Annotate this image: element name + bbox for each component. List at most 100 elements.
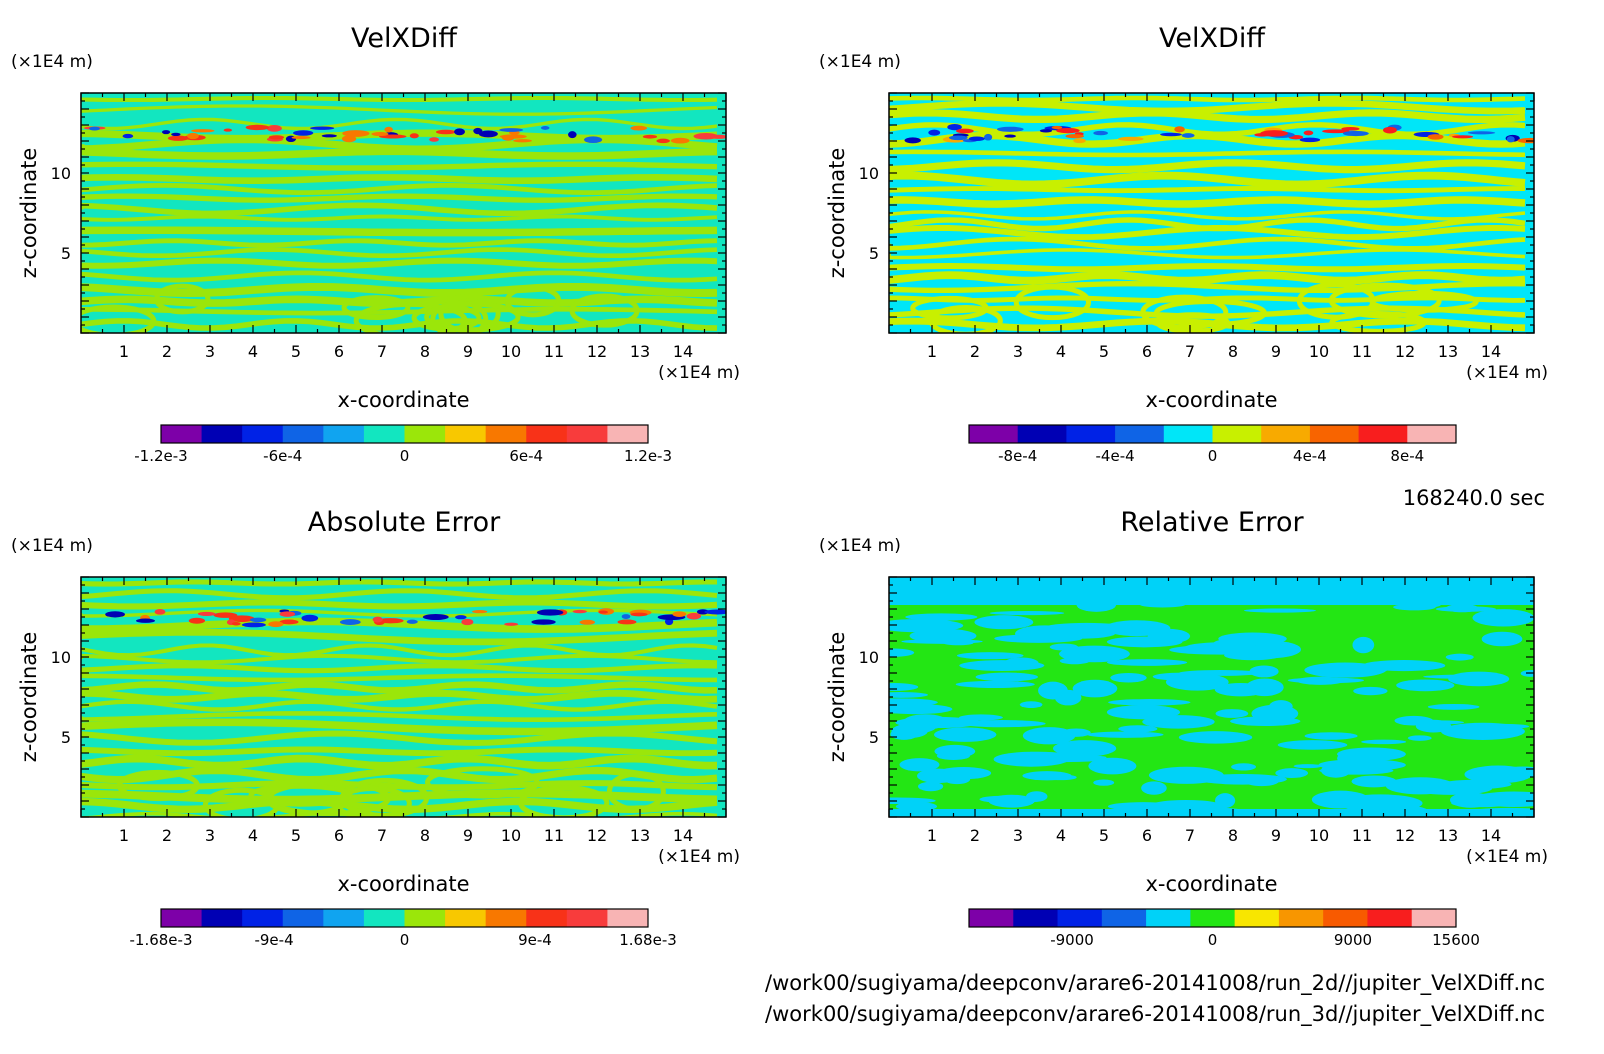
contour-extreme xyxy=(188,617,206,624)
contour-field xyxy=(81,93,726,333)
x-tick-label: 3 xyxy=(205,342,215,361)
x-tick-label: 10 xyxy=(501,826,521,845)
x-tick-label: 11 xyxy=(1352,342,1372,361)
contour-extreme xyxy=(279,611,296,617)
x-tick-label: 10 xyxy=(501,342,521,361)
contour-region xyxy=(1215,709,1249,718)
x-tick-label: 6 xyxy=(334,342,344,361)
contour-band xyxy=(81,780,718,791)
contour-region xyxy=(1311,790,1370,809)
contour-region xyxy=(1435,606,1496,612)
x-tick-label: 14 xyxy=(1481,342,1501,361)
contour-band xyxy=(81,599,718,610)
contour-extreme xyxy=(429,137,440,142)
contour-extreme xyxy=(670,137,690,144)
contour-extreme xyxy=(162,130,171,135)
contour-extreme xyxy=(536,609,564,616)
contour-region xyxy=(1178,731,1253,744)
contour-band xyxy=(81,653,718,665)
contour-extreme xyxy=(1118,136,1144,142)
contour-ring xyxy=(424,766,540,799)
contour-region xyxy=(1019,701,1043,709)
contour-band xyxy=(81,317,718,331)
colorbar-tick-label: 8e-4 xyxy=(1390,447,1424,465)
y-tick-label: 5 xyxy=(61,244,71,263)
chart-panel-4: Relative Error(×1E4 m)(×1E4 m)1 2 3 4 5 6 7 8 9 1… xyxy=(819,507,1548,949)
y-tick-label: 10 xyxy=(859,648,879,667)
colorbar-tick-label: -4e-4 xyxy=(1096,447,1135,465)
contour-extreme xyxy=(531,619,556,625)
contour-extreme xyxy=(1260,130,1288,137)
contour-region xyxy=(1396,679,1455,692)
x-tick-label: 8 xyxy=(1228,826,1238,845)
contour-region xyxy=(889,619,964,633)
contour-extreme xyxy=(1382,126,1397,134)
x-tick-label: 2 xyxy=(970,826,980,845)
contour-region xyxy=(934,727,997,742)
contour-region xyxy=(1337,747,1406,761)
contour-extreme xyxy=(504,622,519,626)
x-tick-label: 6 xyxy=(1142,826,1152,845)
contour-region xyxy=(1244,775,1280,787)
contour-extreme xyxy=(461,618,474,626)
contour-region xyxy=(901,639,983,644)
contour-region xyxy=(1319,766,1394,775)
contour-extreme xyxy=(422,613,449,621)
contour-extreme xyxy=(223,128,232,132)
colorbar-frame xyxy=(160,424,649,444)
contour-region xyxy=(1086,731,1164,738)
contour-ring xyxy=(504,284,562,318)
contour-extreme xyxy=(171,132,181,137)
y-axis-label: z-coordinate xyxy=(825,148,849,279)
contour-extreme xyxy=(502,134,515,141)
contour-region xyxy=(917,781,944,792)
contour-region xyxy=(1251,704,1299,723)
colorbar-swatch xyxy=(1101,909,1147,927)
contour-region xyxy=(1448,671,1510,687)
contour-region xyxy=(889,683,919,691)
colorbar-tick-label: -1.2e-3 xyxy=(134,447,187,465)
colorbar-swatch xyxy=(201,425,243,443)
contour-extreme xyxy=(513,139,532,143)
contour-extreme xyxy=(372,616,383,623)
colorbar-swatch xyxy=(485,909,527,927)
contour-extreme xyxy=(105,611,125,618)
contour-extreme xyxy=(341,135,357,143)
contour-extreme xyxy=(1322,129,1350,134)
contour-region xyxy=(1106,705,1181,720)
contour-region xyxy=(1249,665,1279,678)
contour-band xyxy=(81,95,718,103)
contour-extreme xyxy=(1174,126,1185,133)
contour-extreme xyxy=(301,614,319,622)
contour-band xyxy=(81,699,718,712)
contour-band xyxy=(889,95,1526,103)
contour-region xyxy=(936,751,971,760)
contour-extreme xyxy=(630,125,648,131)
x-tick-label: 14 xyxy=(1481,826,1501,845)
colorbar-tick-label: 0 xyxy=(1208,931,1218,949)
contour-band xyxy=(889,248,1526,260)
contour-extreme xyxy=(406,619,418,624)
contour-extreme xyxy=(540,126,550,130)
contour-band xyxy=(81,746,718,757)
colorbar-swatch xyxy=(323,425,365,443)
x-tick-label: 9 xyxy=(1271,826,1281,845)
contour-ring xyxy=(248,783,353,807)
contour-extreme xyxy=(1506,136,1515,143)
colorbar-swatch xyxy=(445,909,487,927)
contour-region xyxy=(1407,735,1432,741)
y-unit-label: (×1E4 m) xyxy=(819,52,901,72)
contour-extreme xyxy=(1467,131,1496,135)
contour-region xyxy=(1046,622,1128,631)
contour-region xyxy=(1351,775,1397,788)
contour-extreme xyxy=(291,135,311,140)
contour-extreme xyxy=(968,136,985,141)
contour-ring xyxy=(353,301,468,333)
contour-region xyxy=(1108,699,1191,706)
contour-extreme xyxy=(268,621,284,628)
chart-panel-3: Absolute Error(×1E4 m)(×1E4 m)1 2 3 4 5 6 7 8 9 1… xyxy=(11,507,740,949)
contour-region xyxy=(1361,739,1407,745)
colorbar-swatch xyxy=(1367,909,1413,927)
chart-title: VelXDiff xyxy=(351,23,458,54)
contour-region xyxy=(958,720,1046,728)
